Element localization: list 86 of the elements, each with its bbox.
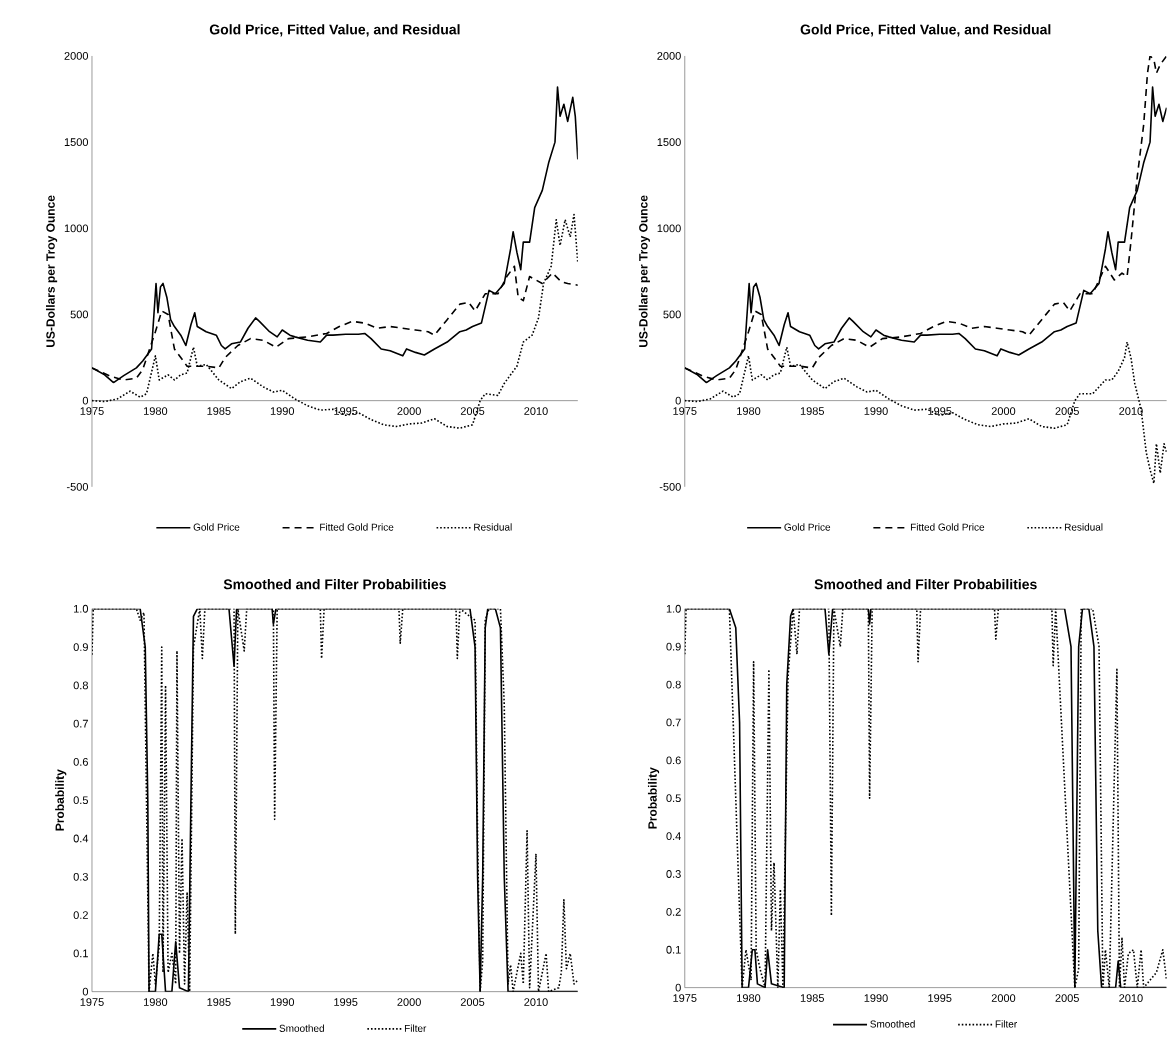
y-tick-label: 1500 [657,138,681,147]
x-tick-label: 2010 [524,998,548,1007]
y-tick-label: 0.8 [666,680,681,689]
x-tick-label: 1975 [673,407,697,416]
y-tick-label: 0 [82,396,89,405]
legend-label: Smoothed [279,1024,324,1033]
x-tick-label: 2000 [991,994,1016,1003]
chart-title: Smoothed and Filter Probabilities [223,579,446,590]
x-tick-label: 2010 [1119,407,1143,416]
y-tick-label: 0.8 [73,681,88,690]
y-tick-label: 500 [70,310,89,319]
x-tick-label: 1980 [737,994,761,1003]
x-tick-label: 1975 [80,407,104,416]
x-tick-label: 1975 [673,994,697,1003]
legend-label: Filter [995,1020,1017,1028]
x-tick-label: 2005 [460,407,485,416]
x-tick-label: 1980 [737,407,761,416]
x-tick-label: 1980 [144,407,168,416]
x-tick-label: 1985 [800,407,825,416]
legend-label: Fitted Gold Price [320,523,394,531]
y-tick-label: 0.4 [666,832,681,841]
y-tick-label: 0.1 [73,949,88,958]
line-series [91,608,578,992]
y-tick-label: 0.6 [73,758,88,766]
y-tick-label: 0.1 [666,946,681,954]
legend-label: Gold Price [784,523,831,531]
y-tick-label: -500 [66,483,89,491]
y-tick-label: 0.4 [73,834,89,843]
x-tick-label: 1975 [80,998,104,1007]
x-tick-label: 2005 [1055,994,1079,1003]
y-tick-label: 2000 [64,52,89,61]
y-tick-label: 0.7 [666,718,681,727]
chart-title: Gold Price, Fitted Value, and Residual [800,24,1051,37]
x-tick-label: 1995 [334,407,358,416]
x-tick-label: 1985 [207,407,231,416]
x-tick-label: 1980 [144,998,168,1007]
legend-label: Fitted Gold Price [910,523,985,531]
y-tick-label: -500 [659,483,681,491]
y-tick-label: 0.9 [73,643,88,652]
legend-label: Filter [404,1024,427,1033]
legend-label: Gold Price [193,523,240,531]
x-tick-label: 2000 [397,407,421,416]
x-tick-label: 2005 [1055,407,1079,416]
x-tick-label: 2000 [397,998,421,1007]
y-tick-label: 2000 [657,52,681,61]
y-tick-label: 0.5 [666,794,681,803]
x-tick-label: 2010 [524,407,548,416]
y-tick-label: 1500 [64,138,89,147]
x-tick-label: 1995 [334,998,358,1007]
x-tick-label: 1990 [864,407,888,416]
x-tick-label: 2005 [460,998,485,1007]
y-tick-label: 0.7 [73,719,88,728]
legend-label: Residual [474,523,512,531]
x-tick-label: 1985 [207,998,231,1007]
y-tick-label: 0.3 [666,870,681,879]
x-tick-label: 1995 [928,994,952,1003]
legend-label: Residual [1064,523,1103,531]
y-tick-label: 1000 [64,224,89,233]
x-tick-label: 1985 [800,994,825,1003]
y-tick-label: 1000 [657,224,681,233]
y-tick-label: 0.6 [666,756,681,765]
y-tick-label: 500 [663,310,681,319]
y-tick-label: 0 [675,396,681,405]
y-tick-label: 0 [82,987,89,996]
line-series [684,608,1167,988]
chart-title: Gold Price, Fitted Value, and Residual [209,24,460,37]
x-tick-label: 1990 [270,407,295,416]
y-tick-label: 0.9 [666,642,681,651]
y-tick-label: 0.3 [73,873,88,881]
legend-label: Smoothed [870,1020,915,1028]
y-tick-label: 0.5 [73,796,88,805]
y-axis-title: US-Dollars per Troy Ounce [638,195,650,348]
x-tick-label: 1990 [270,998,295,1007]
y-tick-label: 1.0 [74,605,89,613]
x-tick-label: 1990 [864,994,888,1003]
y-axis-title: Probability [55,769,67,831]
x-tick-label: 2010 [1119,994,1143,1003]
y-axis-title: Probability [647,767,660,829]
y-tick-label: 0.2 [666,908,681,916]
y-axis-title: US-Dollars per Troy Ounce [45,195,58,348]
y-tick-label: 0 [675,983,681,992]
y-tick-label: 1.0 [666,605,681,613]
x-tick-label: 1995 [928,407,952,416]
chart-title: Smoothed and Filter Probabilities [814,579,1037,590]
x-tick-label: 2000 [991,407,1016,416]
y-tick-label: 0.2 [73,911,88,920]
